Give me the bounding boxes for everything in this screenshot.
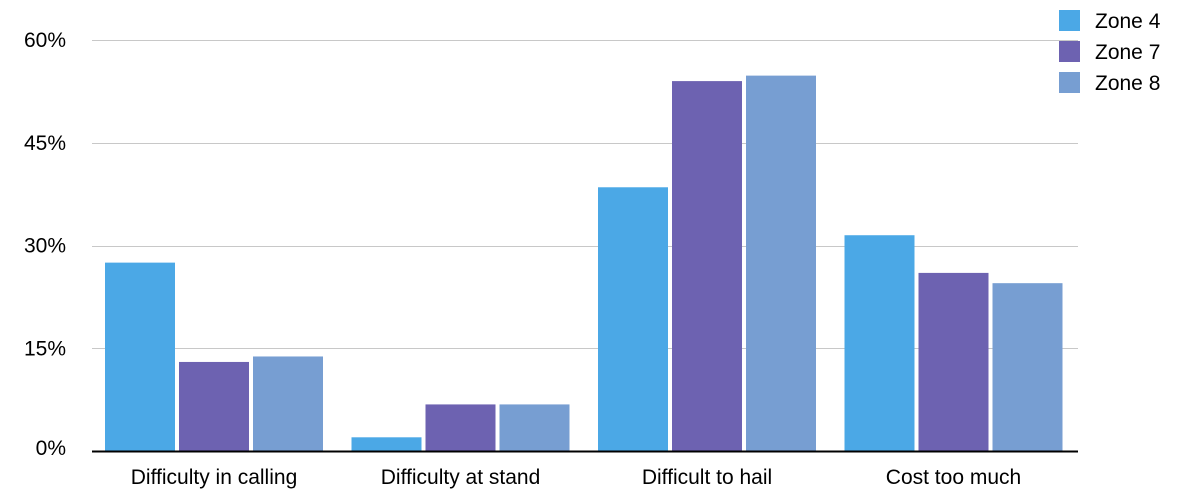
x-category-label: Cost too much [886, 466, 1021, 489]
bar-zone-8-1 [253, 356, 323, 451]
x-category-label: Difficulty at stand [381, 466, 541, 489]
bar-zone-4-3 [598, 187, 668, 451]
bar-zone-8-4 [992, 283, 1063, 451]
legend-swatch [1059, 41, 1080, 62]
legend-label: Zone 7 [1095, 41, 1160, 64]
bar-zone-8-3 [746, 75, 816, 452]
bar-zone-7-4 [918, 272, 989, 451]
y-tick-label: 45% [24, 132, 66, 155]
bar-zone-4-4 [844, 235, 915, 451]
legend-swatch [1059, 72, 1080, 93]
bar-zone-4-2 [351, 437, 422, 451]
bar-zone-7-3 [672, 81, 742, 451]
bar-zone-7-2 [425, 404, 496, 451]
x-category-label: Difficult to hail [642, 466, 772, 489]
bars [105, 75, 1063, 452]
y-tick-label: 15% [24, 337, 66, 360]
y-tick-label: 30% [24, 235, 66, 258]
legend-swatch [1059, 10, 1080, 31]
bar-zone-8-2 [499, 404, 570, 451]
legend-label: Zone 8 [1095, 72, 1160, 95]
y-axis-tick-labels: 0% 15% 30% 45% 60% [24, 29, 66, 460]
bar-zone-4-1 [105, 262, 175, 451]
y-tick-label: 0% [36, 437, 66, 460]
x-category-label: Difficulty in calling [131, 466, 298, 489]
x-axis-category-labels: Difficulty in calling Difficulty at stand… [131, 466, 1021, 489]
bar-zone-7-1 [179, 361, 249, 451]
legend-label: Zone 4 [1095, 10, 1161, 33]
y-tick-label: 60% [24, 29, 66, 52]
legend: Zone 4 Zone 7 Zone 8 [1059, 10, 1161, 95]
